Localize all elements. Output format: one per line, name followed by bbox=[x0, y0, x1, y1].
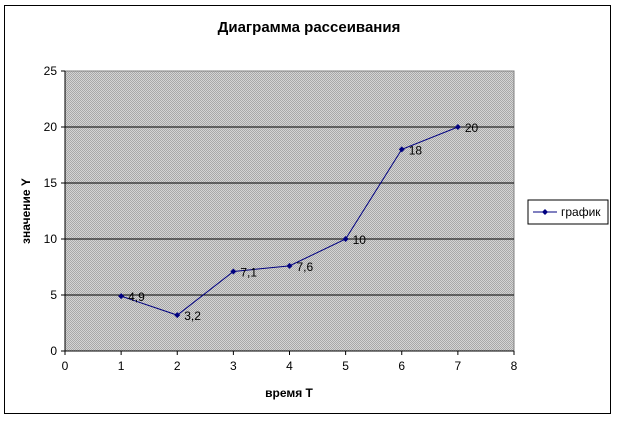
y-tick-label: 20 bbox=[44, 120, 58, 134]
y-axis-title: значение Y bbox=[19, 178, 33, 244]
x-tick-label: 1 bbox=[118, 359, 125, 373]
data-point bbox=[398, 146, 405, 153]
data-label: 4,9 bbox=[128, 290, 145, 304]
data-label: 7,6 bbox=[297, 260, 314, 274]
y-tick-label: 25 bbox=[44, 64, 58, 78]
data-label: 3,2 bbox=[184, 309, 201, 323]
data-point bbox=[454, 124, 461, 130]
chart-title: Диаграмма рассеивания bbox=[218, 19, 401, 36]
series-markers bbox=[118, 124, 461, 319]
x-tick-label: 3 bbox=[230, 359, 237, 373]
plot-area bbox=[64, 70, 515, 352]
data-labels: 4,9 3,2 7,1 7,6 10 18 20 bbox=[128, 121, 478, 323]
x-axis-ticks: 0 1 2 3 4 5 6 7 8 bbox=[62, 351, 518, 373]
data-point bbox=[118, 293, 125, 300]
y-tick-label: 10 bbox=[44, 232, 58, 246]
legend-marker bbox=[542, 209, 548, 215]
y-tick-label: 5 bbox=[50, 288, 57, 302]
data-point bbox=[174, 312, 181, 319]
x-tick-label: 2 bbox=[174, 359, 181, 373]
x-tick-label: 5 bbox=[342, 359, 349, 373]
x-tick-label: 0 bbox=[62, 359, 69, 373]
data-label: 7,1 bbox=[240, 265, 257, 279]
x-tick-label: 8 bbox=[511, 359, 518, 373]
data-label: 20 bbox=[465, 121, 479, 135]
y-tick-label: 0 bbox=[50, 344, 57, 358]
legend: график bbox=[527, 199, 609, 225]
x-axis-title: время T bbox=[265, 386, 313, 400]
grid-lines bbox=[65, 126, 514, 296]
x-tick-label: 6 bbox=[398, 359, 405, 373]
y-tick-label: 15 bbox=[44, 176, 58, 190]
data-point bbox=[342, 236, 349, 242]
data-point bbox=[286, 262, 293, 269]
legend-box bbox=[527, 199, 609, 225]
legend-label: график bbox=[561, 205, 601, 219]
x-tick-label: 7 bbox=[455, 359, 462, 373]
data-label: 18 bbox=[409, 143, 423, 157]
x-tick-label: 4 bbox=[286, 359, 293, 373]
y-axis-ticks: 0 5 10 15 20 25 bbox=[44, 64, 65, 358]
data-label: 10 bbox=[353, 233, 367, 247]
data-point bbox=[230, 268, 237, 275]
